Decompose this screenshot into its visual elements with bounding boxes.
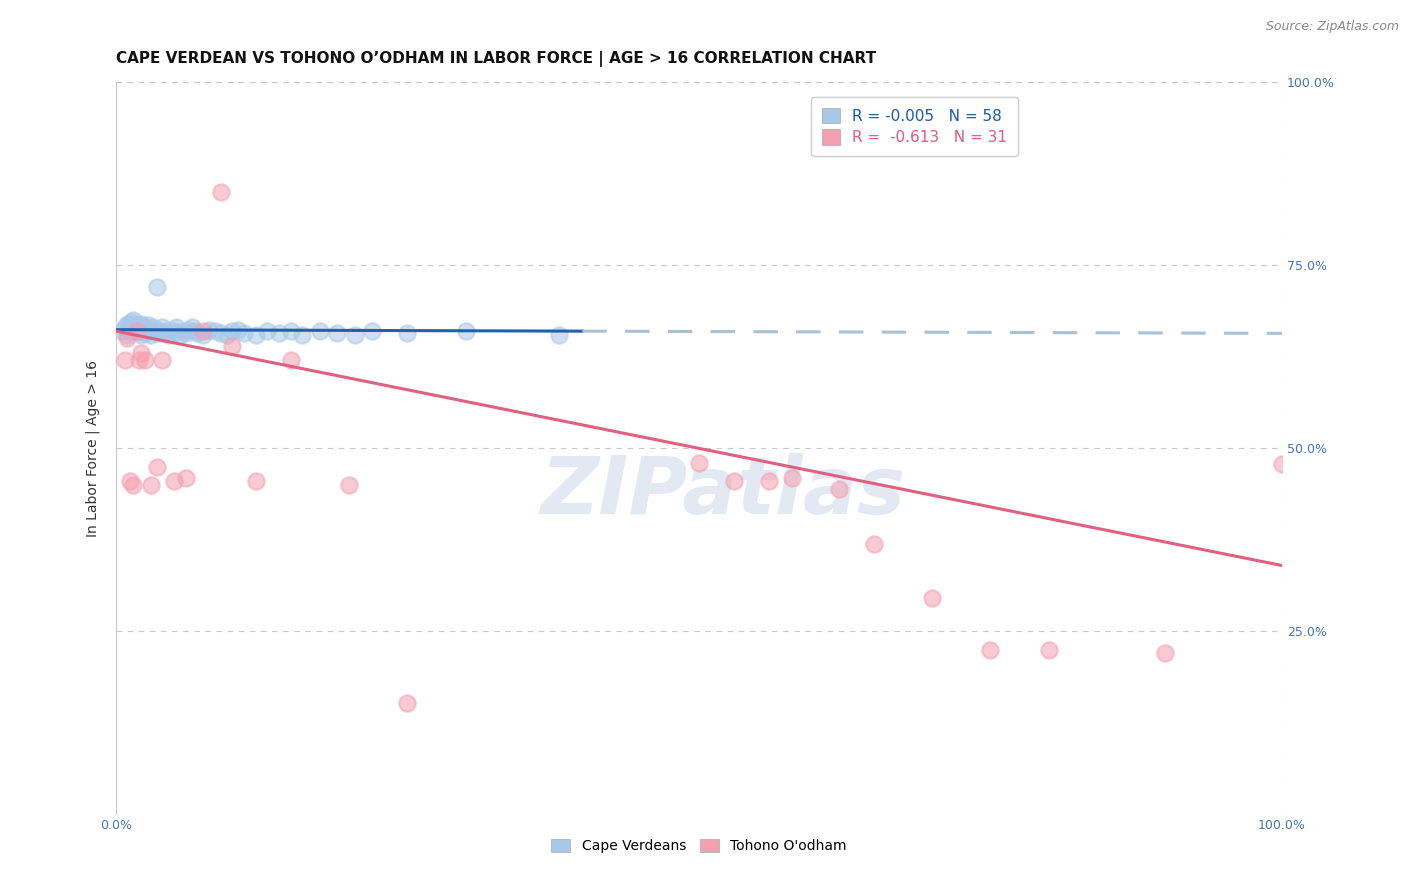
Point [122, 313, 145, 327]
Point [160, 323, 183, 337]
Point [114, 320, 136, 334]
Point [1271, 458, 1294, 472]
Point [204, 324, 226, 338]
Point [128, 324, 150, 338]
Point [396, 326, 419, 340]
Point [1038, 642, 1060, 657]
Point [209, 185, 232, 199]
Point [233, 326, 256, 340]
Point [309, 324, 332, 338]
Point [139, 327, 162, 342]
Point [145, 326, 167, 340]
Point [1154, 647, 1177, 661]
Point [114, 353, 136, 368]
Point [153, 324, 176, 338]
Point [337, 478, 360, 492]
Point [245, 327, 267, 342]
Point [780, 470, 803, 484]
Point [454, 324, 477, 338]
Point [193, 324, 215, 338]
Point [221, 324, 243, 338]
Point [134, 320, 156, 334]
Point [758, 475, 780, 489]
Point [122, 318, 145, 333]
Point [125, 320, 148, 334]
Point [326, 326, 349, 340]
Point [174, 470, 197, 484]
Point [134, 353, 156, 368]
Point [145, 280, 167, 294]
Point [361, 324, 384, 338]
Point [165, 320, 187, 334]
Y-axis label: In Labor Force | Age > 16: In Labor Force | Age > 16 [86, 359, 100, 537]
Point [138, 318, 160, 333]
Point [245, 475, 267, 489]
Point [118, 475, 141, 489]
Point [169, 327, 191, 342]
Point [163, 475, 186, 489]
Point [226, 323, 249, 337]
Point [193, 327, 215, 342]
Point [723, 475, 745, 489]
Text: Source: ZipAtlas.com: Source: ZipAtlas.com [1265, 20, 1399, 33]
Point [110, 324, 132, 338]
Point [548, 327, 571, 342]
Point [117, 331, 139, 345]
Point [117, 317, 139, 331]
Point [215, 327, 238, 342]
Point [343, 327, 366, 342]
Point [142, 320, 165, 334]
Point [291, 327, 314, 342]
Point [138, 324, 160, 338]
Point [139, 478, 162, 492]
Point [122, 478, 145, 492]
Point [979, 642, 1001, 657]
Point [177, 323, 200, 337]
Point [174, 326, 197, 340]
Point [149, 324, 172, 338]
Point [120, 315, 142, 329]
Point [828, 482, 851, 496]
Point [209, 326, 232, 340]
Legend: R = -0.005   N = 58, R =  -0.613   N = 31: R = -0.005 N = 58, R = -0.613 N = 31 [811, 97, 1018, 156]
Point [131, 346, 153, 360]
Point [139, 323, 162, 337]
Text: CAPE VERDEAN VS TOHONO O’ODHAM IN LABOR FORCE | AGE > 16 CORRELATION CHART: CAPE VERDEAN VS TOHONO O’ODHAM IN LABOR … [115, 51, 876, 67]
Point [152, 353, 174, 368]
Point [128, 318, 150, 333]
Point [863, 536, 886, 550]
Point [134, 326, 156, 340]
Point [921, 591, 943, 606]
Text: ZIPatlas: ZIPatlas [540, 453, 904, 532]
Point [131, 317, 153, 331]
Point [198, 323, 221, 337]
Point [125, 324, 148, 338]
Point [163, 326, 186, 340]
Point [152, 320, 174, 334]
Point [688, 456, 710, 470]
Point [267, 326, 290, 340]
Point [125, 324, 148, 338]
Point [131, 327, 153, 342]
Point [184, 324, 207, 338]
Point [172, 324, 194, 338]
Point [221, 339, 243, 353]
Point [256, 324, 278, 338]
Point [128, 353, 150, 368]
Point [117, 327, 139, 342]
Point [180, 320, 202, 334]
Point [186, 326, 208, 340]
Point [152, 326, 174, 340]
Point [280, 324, 302, 338]
Point [145, 459, 167, 474]
Point [157, 327, 180, 342]
Point [280, 353, 302, 368]
Point [118, 324, 141, 338]
Point [396, 696, 419, 710]
